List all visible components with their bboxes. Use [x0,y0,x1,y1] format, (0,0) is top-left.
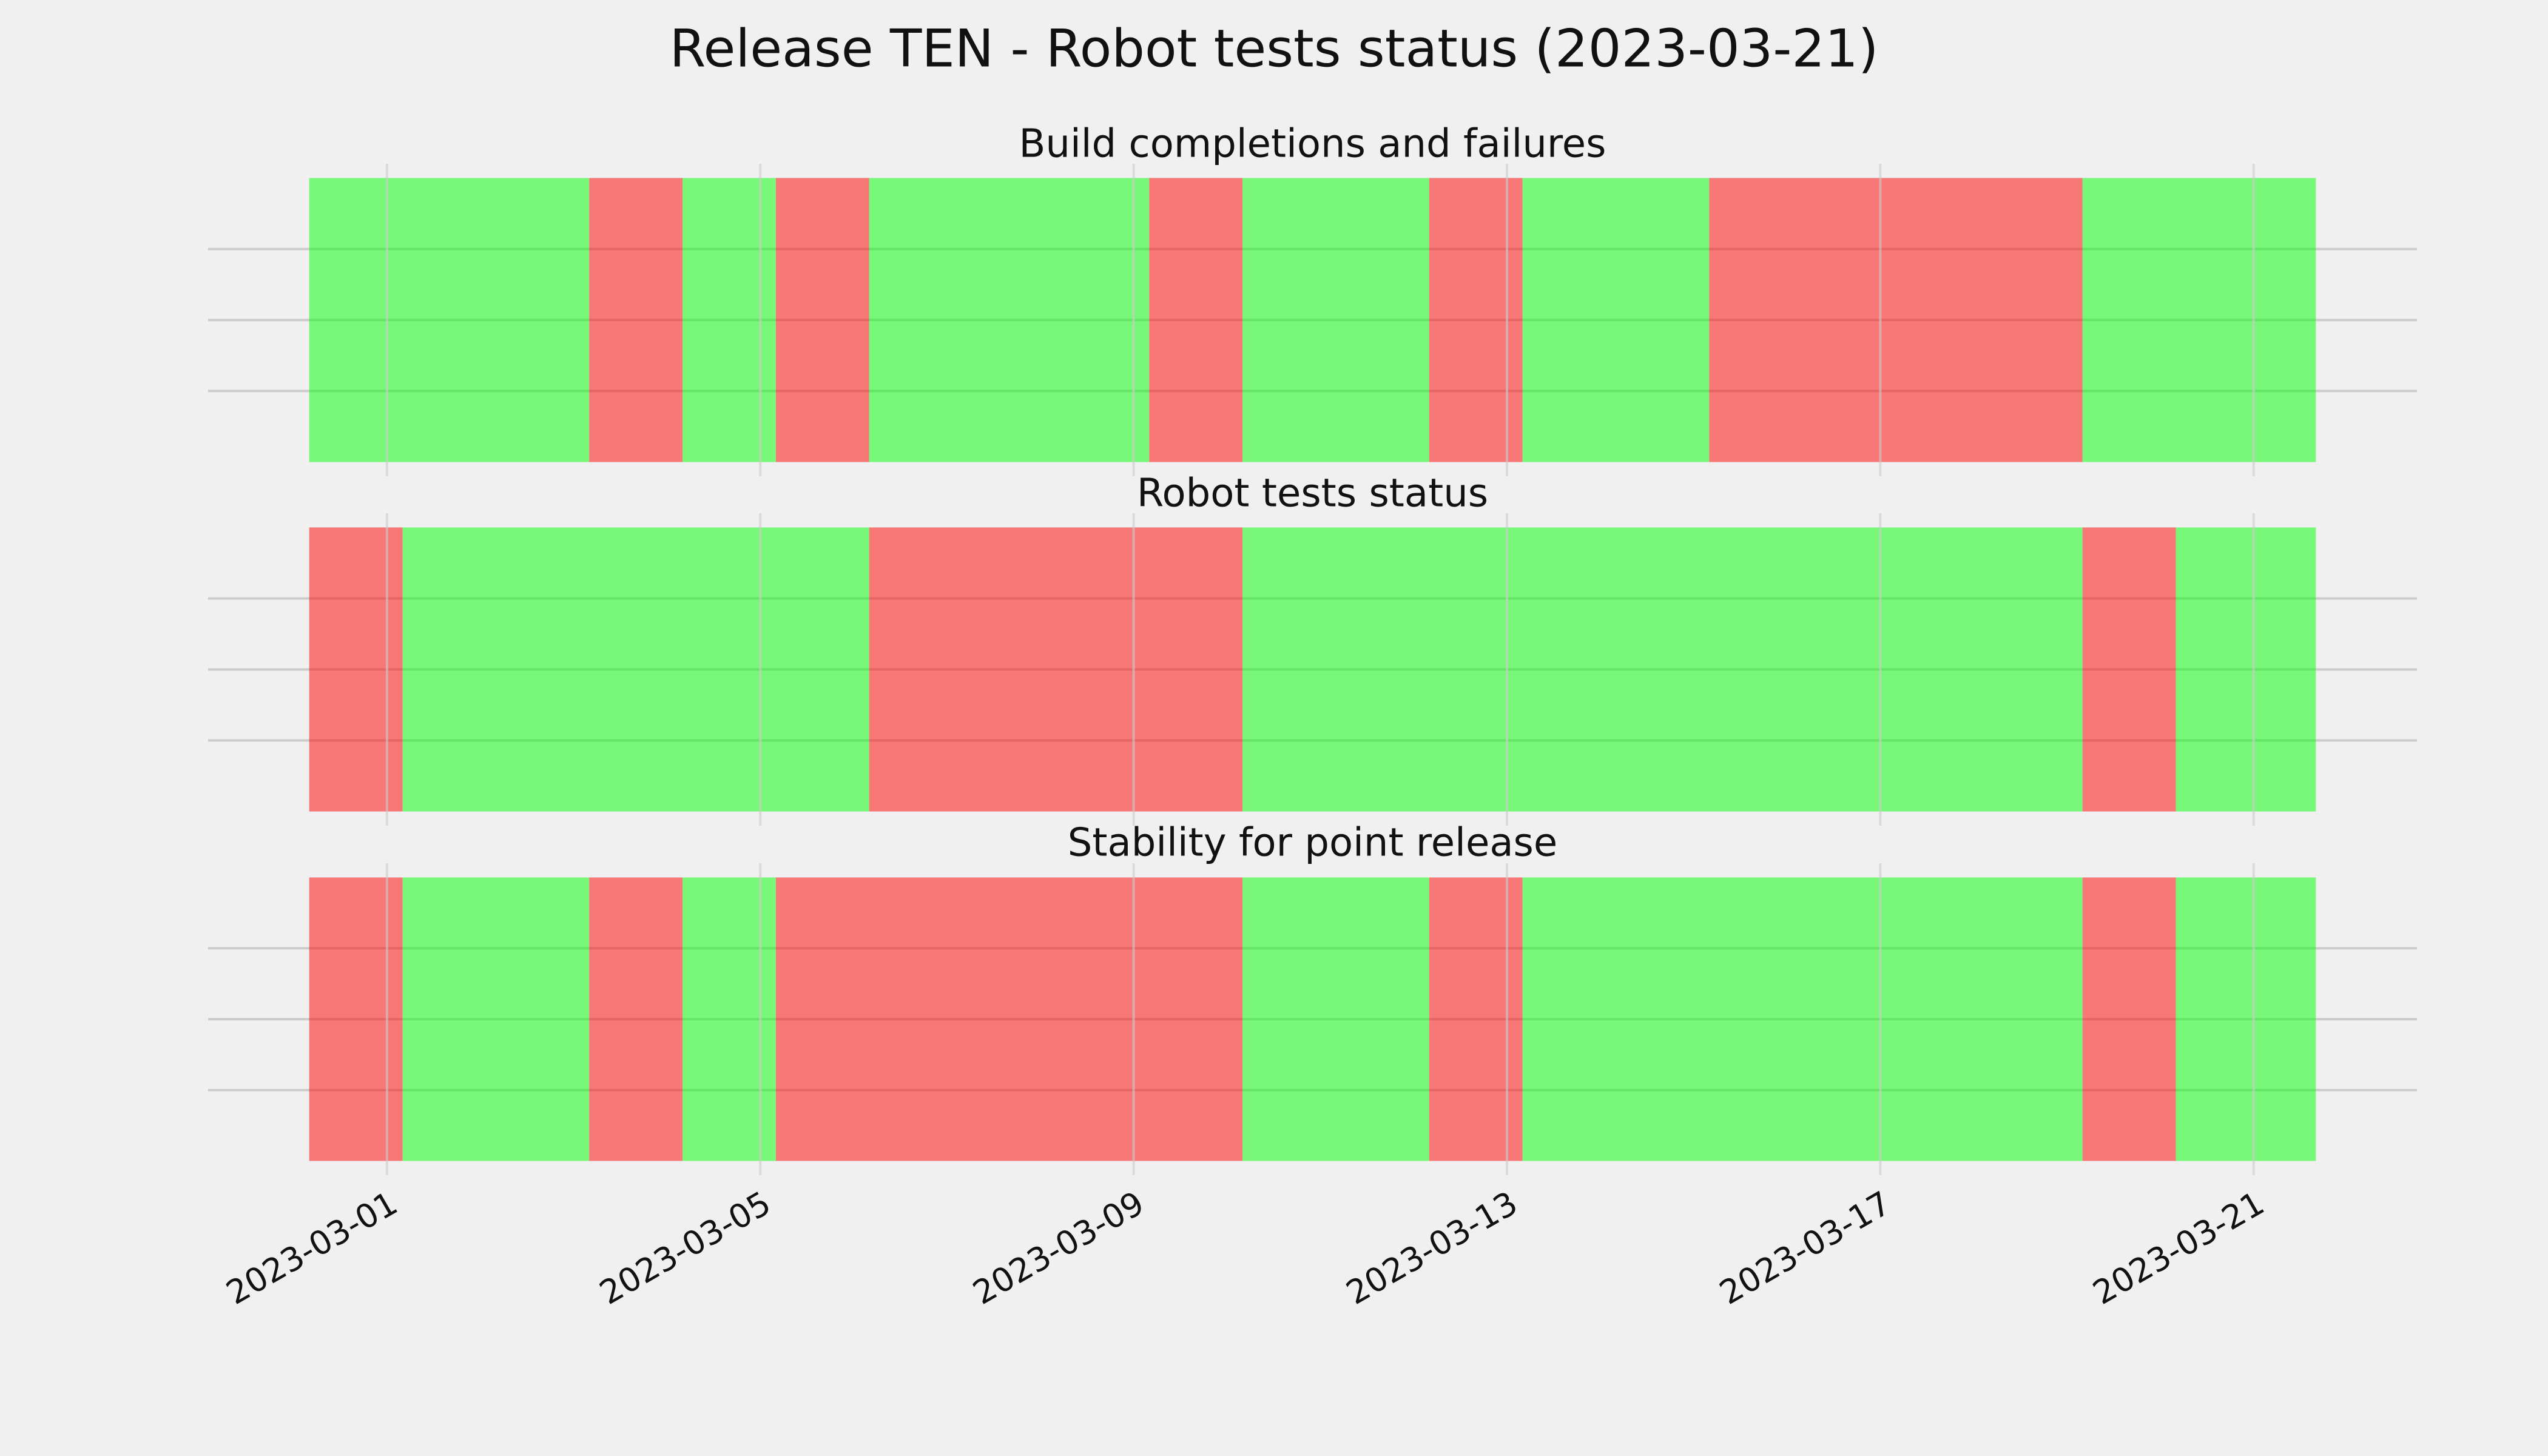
status-segment [1242,877,1429,1161]
status-segment [775,178,869,462]
status-segment [869,527,1243,812]
status-segment [2082,877,2176,1161]
status-segment [309,178,590,462]
status-segment [2176,527,2316,812]
panel-title: Robot tests status [1137,471,1488,516]
status-segment [1242,178,1429,462]
status-segment [2082,527,2176,812]
panel-title: Stability for point release [1068,821,1558,866]
status-segment [1522,178,1710,462]
status-segment [402,877,590,1161]
status-segment [869,178,1150,462]
status-segment [402,527,869,812]
status-segment [775,877,1243,1161]
status-segment [1522,877,2083,1161]
status-segment [1242,527,2083,812]
status-segment [589,877,683,1161]
status-segment [682,178,776,462]
status-segment [1429,877,1523,1161]
status-segment [589,178,683,462]
status-segment [2082,178,2316,462]
panel-title: Build completions and failures [1019,122,1606,167]
status-segment [1429,178,1523,462]
status-segment [2176,877,2316,1161]
chart-title: Release TEN - Robot tests status (2023-0… [670,18,1879,79]
status-segment [1709,178,2083,462]
status-segment [1149,178,1243,462]
status-segment [309,527,403,812]
status-segment [309,877,403,1161]
status-segment [682,877,776,1161]
